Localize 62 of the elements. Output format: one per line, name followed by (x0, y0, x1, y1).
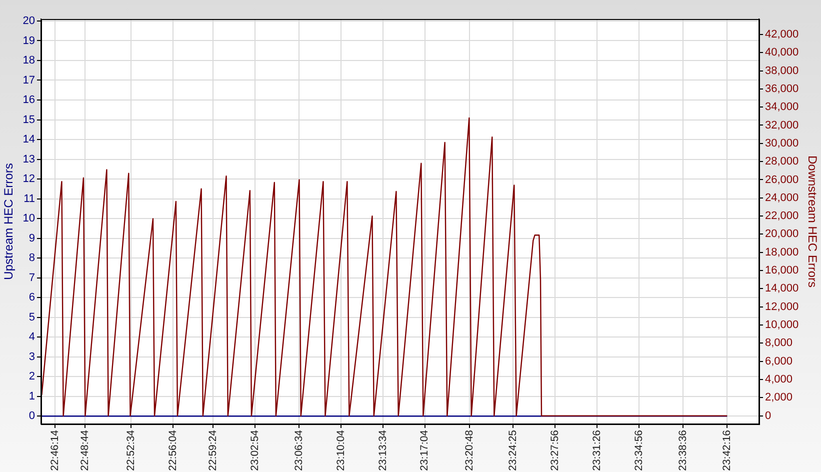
y-tick-label: 0 (28, 410, 35, 422)
y-tick-label: 19 (22, 34, 35, 47)
x-tick-label: 22:59:24 (206, 430, 219, 471)
x-tick-label: 23:10:04 (334, 430, 347, 471)
y-tick-label: 18 (22, 54, 35, 67)
y2-tick-label: 14,000 (765, 282, 799, 295)
y-tick-label: 11 (24, 192, 35, 205)
y2-tick-label: 28,000 (765, 156, 799, 168)
x-tick-label: 23:20:48 (464, 430, 476, 471)
y2-tick-label: 34,000 (765, 101, 799, 114)
y2-tick-label: 2,000 (765, 392, 793, 404)
y-axis-title: Upstream HEC Errors (2, 163, 16, 280)
y-tick-label: 15 (22, 114, 35, 126)
y2-tick-label: 38,000 (765, 64, 799, 77)
y-tick-label: 6 (28, 292, 35, 304)
x-tick-label: 22:56:04 (166, 430, 179, 471)
y2-tick-label: 24,000 (765, 192, 799, 204)
y2-tick-label: 8,000 (765, 337, 793, 350)
x-tick-label: 22:48:44 (78, 430, 91, 471)
x-tick-label: 23:27:56 (549, 430, 562, 471)
y-tick-label: 20 (22, 15, 35, 28)
y-tick-label: 17 (22, 74, 35, 86)
y2-tick-label: 32,000 (765, 119, 799, 132)
y-tick-label: 14 (22, 134, 35, 146)
y-tick-label: 7 (28, 272, 35, 284)
x-tick-label: 22:46:14 (48, 430, 61, 471)
y-tick-label: 8 (28, 252, 35, 264)
y2-tick-label: 42,000 (765, 28, 799, 40)
x-tick-label: 23:02:54 (248, 430, 261, 471)
x-tick-label: 23:17:04 (418, 430, 431, 471)
y2-tick-label: 40,000 (765, 46, 799, 59)
x-tick-label: 23:34:56 (633, 430, 646, 471)
y-tick-label: 12 (22, 173, 35, 186)
y2-tick-label: 36,000 (765, 82, 799, 95)
x-tick-label: 23:13:34 (376, 430, 389, 471)
y-tick-label: 1 (28, 390, 35, 402)
y-tick-label: 13 (22, 153, 35, 166)
x-tick-label: 23:42:16 (721, 430, 734, 471)
x-tick-label: 23:24:25 (506, 430, 519, 471)
y-tick-label: 9 (28, 232, 35, 244)
y2-tick-label: 6,000 (765, 355, 793, 368)
y2-tick-label: 0 (765, 410, 772, 422)
y2-axis-title: Downstream HEC Errors (805, 155, 820, 288)
y2-tick-label: 4,000 (765, 374, 793, 386)
y2-tick-label: 16,000 (765, 264, 799, 277)
y-tick-label: 2 (28, 370, 35, 383)
y2-tick-label: 26,000 (765, 174, 799, 186)
y-tick-label: 16 (22, 94, 35, 106)
y2-tick-label: 18,000 (765, 246, 799, 258)
y-tick-label: 10 (22, 212, 35, 225)
y-tick-label: 3 (28, 350, 35, 363)
x-tick-label: 23:31:26 (591, 430, 604, 471)
y2-tick-label: 12,000 (765, 300, 799, 313)
y2-tick-label: 22,000 (765, 210, 799, 222)
y2-tick-label: 20,000 (765, 228, 799, 240)
x-tick-label: 23:38:36 (677, 430, 690, 471)
y-tick-label: 5 (28, 311, 35, 324)
y2-tick-label: 10,000 (765, 319, 799, 332)
y2-tick-label: 30,000 (765, 137, 799, 150)
y-tick-label: 4 (28, 331, 35, 344)
x-tick-label: 22:52:34 (124, 430, 137, 471)
x-tick-label: 23:06:34 (292, 430, 305, 471)
